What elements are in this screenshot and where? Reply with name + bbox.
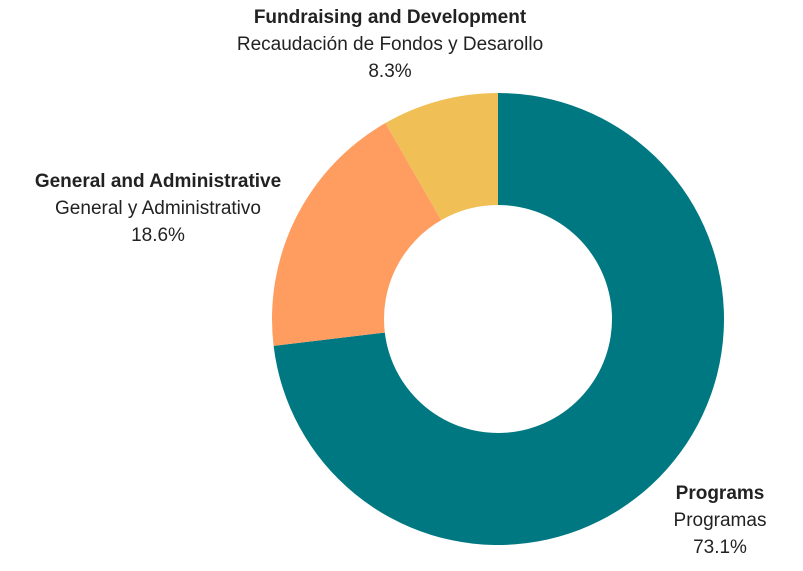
label-general-admin: General and Administrative General y Adm… (8, 168, 308, 249)
donut-slices (272, 93, 724, 545)
label-programs: Programs Programas 73.1% (640, 480, 800, 561)
label-fundraising-pct: 8.3% (368, 61, 412, 82)
label-general-admin-es: General y Administrativo (55, 198, 261, 219)
label-general-admin-en: General and Administrative (34, 171, 282, 192)
label-programs-pct: 73.1% (693, 537, 747, 558)
label-programs-en: Programs (675, 483, 765, 504)
label-fundraising: Fundraising and Development Recaudación … (200, 4, 580, 85)
label-fundraising-en: Fundraising and Development (253, 7, 527, 28)
label-programs-es: Programas (673, 510, 767, 531)
slice-programs (273, 93, 724, 545)
label-general-admin-pct: 18.6% (131, 225, 185, 246)
slice-general-admin (272, 123, 442, 346)
slice-fundraising (385, 93, 498, 221)
label-fundraising-es: Recaudación de Fondos y Desarollo (236, 34, 544, 55)
